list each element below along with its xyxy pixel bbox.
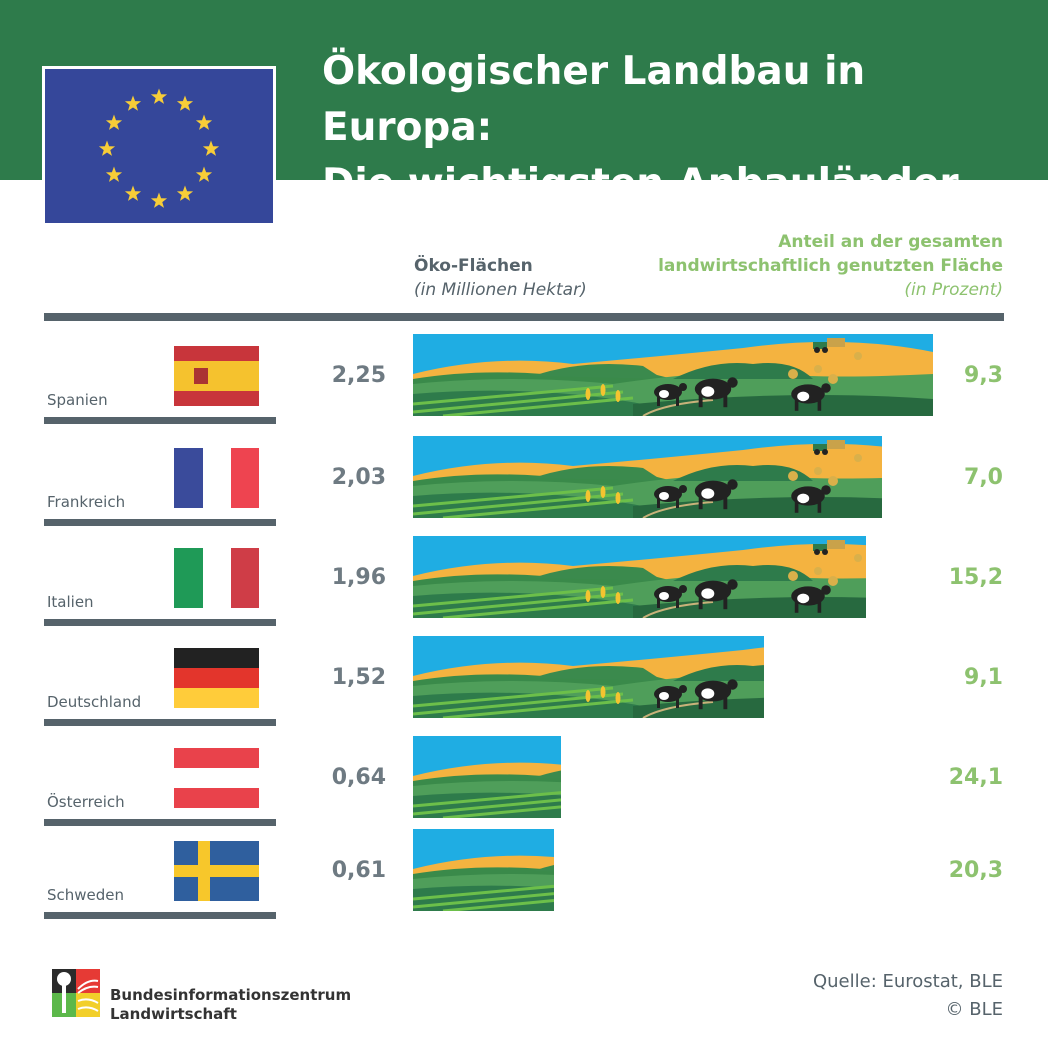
eu-star-icon [124, 95, 142, 111]
hay-bale-icon [788, 554, 862, 586]
eu-star-icon [105, 166, 123, 182]
flag-icon [174, 448, 259, 508]
cow-icon [791, 485, 831, 513]
title-line-1: Ökologischer Landbau in Europa: [322, 49, 866, 150]
row-underline [44, 417, 276, 424]
area-bar [413, 536, 866, 618]
hay-bale-icon [788, 454, 862, 486]
area-value-label: 2,25 [331, 363, 386, 388]
share-value-label: 24,1 [948, 765, 1003, 790]
landscape-illustration [413, 536, 866, 618]
area-value-label: 0,64 [331, 765, 386, 790]
flag-icon [174, 841, 259, 901]
header-band: Ökologischer Landbau in Europa: Die wich… [0, 0, 1048, 262]
share-value-label: 9,3 [964, 363, 1003, 388]
area-value-label: 1,52 [331, 665, 386, 690]
landscape-illustration [413, 829, 554, 911]
area-bar [413, 829, 554, 911]
flag-icon [174, 346, 259, 406]
cow-icon [654, 383, 687, 406]
hay-bale-icon [788, 352, 862, 384]
title-line-2: Die wichtigsten Anbauländer (2018) [322, 161, 959, 262]
landscape-illustration [413, 636, 764, 718]
area-value-label: 1,96 [331, 565, 386, 590]
country-label: Spanien [47, 391, 108, 409]
share-title-line-2: landwirtschaftlich genutzten Fläche [658, 256, 1003, 276]
area-bar [413, 736, 561, 818]
cow-icon [694, 679, 738, 710]
source-text: Quelle: Eurostat, BLE [812, 971, 1003, 992]
area-column-header: Öko-Flächen (in Millionen Hektar) [414, 254, 587, 302]
cow-icon [791, 585, 831, 613]
cow-icon [694, 377, 738, 408]
country-label: Italien [47, 593, 94, 611]
eu-star-icon [195, 166, 213, 182]
row-underline [44, 619, 276, 626]
share-title-line-1: Anteil an der gesamten [778, 232, 1003, 252]
landscape-illustration [413, 436, 882, 518]
cow-icon [694, 479, 738, 510]
eu-star-icon [202, 140, 220, 156]
corn-icon [585, 686, 621, 704]
cow-icon [654, 485, 687, 508]
row-underline [44, 912, 276, 919]
cow-icon [654, 585, 687, 608]
eu-star-icon [124, 185, 142, 201]
landscape-illustration [413, 736, 561, 818]
share-value-label: 7,0 [964, 465, 1003, 490]
tractor-icon [813, 440, 845, 455]
country-label: Schweden [47, 886, 125, 904]
area-bar [413, 636, 764, 718]
flag-icon [174, 548, 259, 608]
copyright-text: © BLE [945, 999, 1003, 1020]
area-bar [413, 334, 933, 416]
landscape-illustration [413, 334, 933, 416]
ble-logo-icon [52, 969, 100, 1017]
row-underline [44, 519, 276, 526]
eu-star-icon [105, 114, 123, 130]
country-label: Deutschland [47, 693, 142, 711]
area-value-label: 2,03 [331, 465, 386, 490]
area-bar [413, 436, 882, 518]
share-column-header: Anteil an der gesamten landwirtschaftlic… [658, 230, 1003, 302]
area-title: Öko-Flächen [414, 256, 533, 276]
flag-icon [174, 648, 259, 708]
eu-star-icon [98, 140, 116, 156]
eu-flag-icon [42, 66, 276, 226]
share-value-label: 9,1 [964, 665, 1003, 690]
country-label: Frankreich [47, 493, 126, 511]
share-value-label: 20,3 [948, 858, 1003, 883]
tractor-icon [813, 338, 845, 353]
area-value-label: 0,61 [331, 858, 386, 883]
eu-star-icon [150, 88, 168, 104]
share-unit: (in Prozent) [904, 280, 1003, 300]
header-divider [44, 313, 1004, 321]
source-note: Quelle: Eurostat, BLE © BLE [813, 968, 1003, 1024]
row-underline [44, 719, 276, 726]
cow-icon [654, 685, 687, 708]
flag-icon [174, 748, 259, 808]
country-label: Österreich [47, 793, 125, 811]
org-line-1: Bundesinformationszentrum [110, 986, 352, 1004]
corn-icon [585, 384, 621, 402]
eu-star-icon [150, 192, 168, 208]
area-unit: (in Millionen Hektar) [414, 280, 587, 300]
page-title: Ökologischer Landbau in Europa: Die wich… [322, 44, 1048, 268]
tractor-icon [813, 540, 845, 555]
org-name: Bundesinformationszentrum Landwirtschaft [110, 986, 351, 1024]
cow-icon [694, 579, 738, 610]
share-value-label: 15,2 [948, 565, 1003, 590]
eu-star-icon [195, 114, 213, 130]
corn-icon [585, 586, 621, 604]
row-underline [44, 819, 276, 826]
cow-icon [791, 383, 831, 411]
eu-star-icon [176, 185, 194, 201]
corn-icon [585, 486, 621, 504]
eu-star-icon [176, 95, 194, 111]
org-line-2: Landwirtschaft [110, 1005, 237, 1023]
